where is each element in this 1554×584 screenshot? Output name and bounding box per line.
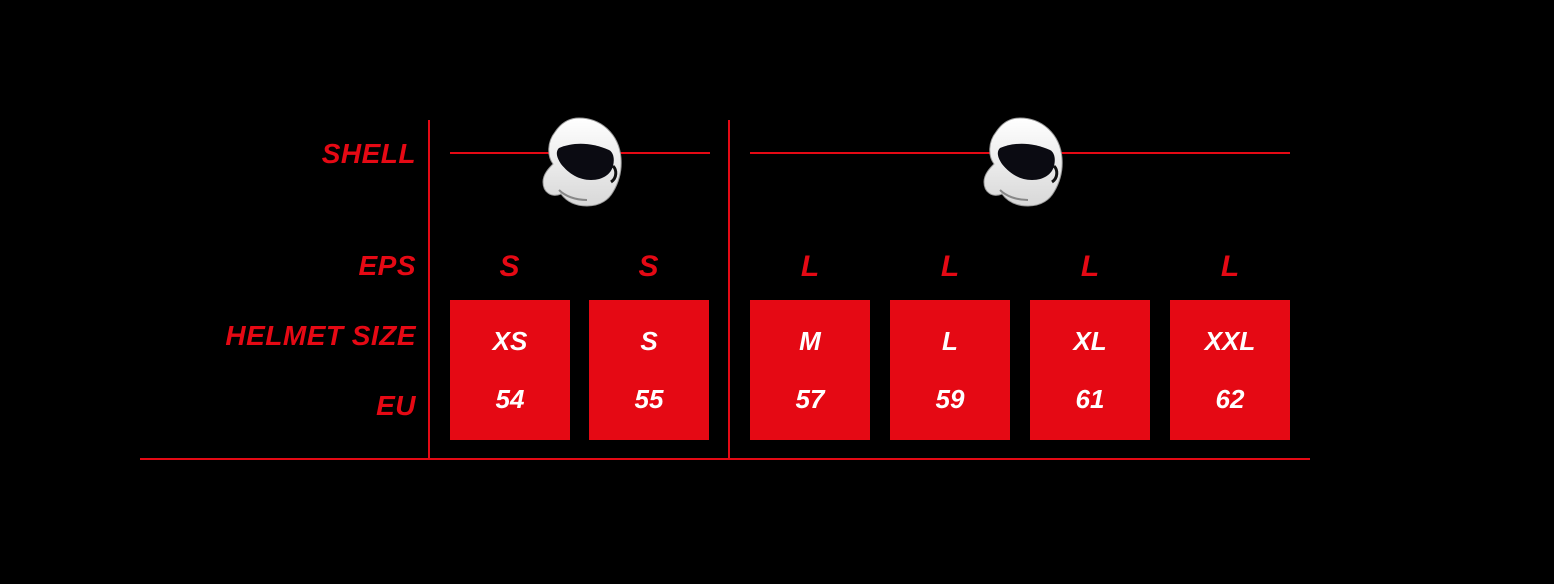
eps-value: S	[450, 250, 569, 284]
shell-group: SXS54SS55	[430, 120, 730, 460]
helmet-size-value: L	[942, 326, 958, 357]
size-block: S 55	[589, 300, 709, 440]
helmet-icon	[529, 112, 629, 212]
helmet-icon	[970, 112, 1070, 212]
eu-value: 57	[796, 384, 825, 415]
shell-group: LM57LL59LXL61LXXL62	[730, 120, 1310, 460]
label-eps: EPS	[358, 250, 416, 282]
helmet-size-value: S	[640, 326, 657, 357]
helmet-icon	[529, 112, 629, 212]
eps-value: S	[589, 250, 708, 284]
helmet-size-chart: SHELL EPS HELMET SIZE EU SXS54SS55 LM57L…	[140, 120, 1420, 460]
size-groups: SXS54SS55 LM57LL59LXL61LXXL62	[430, 120, 1310, 460]
helmet-icon	[970, 112, 1070, 212]
row-labels: SHELL EPS HELMET SIZE EU	[140, 120, 430, 460]
eu-value: 55	[635, 384, 664, 415]
eps-value: L	[750, 250, 870, 284]
eps-value: L	[1030, 250, 1150, 284]
size-block: XS 54	[450, 300, 570, 440]
eps-value: L	[1170, 250, 1290, 284]
helmet-size-value: XXL	[1205, 326, 1256, 357]
label-shell: SHELL	[322, 138, 416, 170]
helmet-size-value: XL	[1073, 326, 1106, 357]
eu-value: 62	[1216, 384, 1245, 415]
label-helmet-size: HELMET SIZE	[225, 320, 416, 352]
size-block: M 57	[750, 300, 870, 440]
eu-value: 59	[936, 384, 965, 415]
eps-value: L	[890, 250, 1010, 284]
eu-value: 61	[1076, 384, 1105, 415]
size-column: L XXL 62	[1170, 120, 1290, 460]
size-block: L 59	[890, 300, 1010, 440]
helmet-size-value: M	[799, 326, 821, 357]
eu-value: 54	[496, 384, 525, 415]
size-block: XL 61	[1030, 300, 1150, 440]
size-block: XXL 62	[1170, 300, 1290, 440]
size-column: L M 57	[750, 120, 870, 460]
helmet-size-value: XS	[493, 326, 528, 357]
label-eu: EU	[376, 390, 416, 422]
